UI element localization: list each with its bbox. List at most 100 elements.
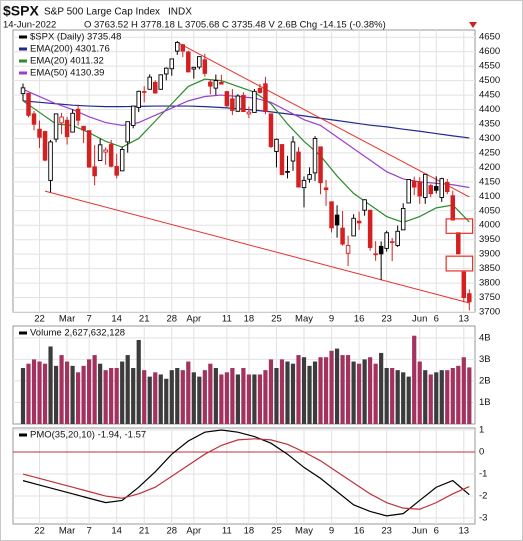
candle-body: [340, 227, 345, 245]
legend-entry: EMA(20) 4011.32: [30, 56, 104, 67]
volume-bar: [186, 361, 191, 424]
volume-bar: [257, 374, 263, 424]
volume-bar: [136, 340, 141, 424]
x-tick-label: Apr: [186, 314, 201, 325]
candle-body: [296, 151, 301, 188]
x-tick-label: 9: [329, 314, 334, 325]
candle-body: [389, 241, 395, 243]
candle-body: [37, 128, 42, 138]
candle-body: [169, 58, 175, 70]
candle-body: [439, 178, 445, 198]
volume-bar: [434, 372, 439, 424]
volume-bar: [213, 368, 218, 424]
volume-bar: [64, 361, 70, 424]
candle-body: [450, 195, 456, 221]
volume-bar: [401, 372, 406, 424]
legend-swatch: [19, 331, 27, 335]
x-tick-label: 16: [354, 314, 365, 325]
y-tick-label: 0: [479, 447, 484, 458]
candle-body: [301, 179, 307, 189]
candle-body: [395, 230, 400, 246]
legend-swatch: [19, 433, 27, 437]
candle-body: [114, 166, 119, 176]
volume-bar: [406, 376, 411, 424]
y-tick-label: 4400: [479, 104, 500, 115]
volume-bar: [208, 363, 213, 424]
volume-bar: [450, 368, 455, 424]
volume-bar: [20, 368, 26, 424]
x-tick-label: Jun: [412, 314, 427, 325]
candle-body: [467, 293, 472, 303]
volume-bar: [92, 355, 97, 424]
candle-body: [456, 232, 461, 255]
volume-bar: [456, 365, 461, 424]
candle-body: [141, 91, 147, 93]
x-tick-label: Mar: [59, 526, 75, 537]
y-tick-label: 3950: [479, 234, 500, 245]
candle-body: [323, 187, 329, 191]
x-tick-label: 25: [271, 526, 282, 537]
candle-body: [219, 81, 224, 85]
candle-body: [31, 113, 37, 125]
volume-bar: [246, 374, 252, 424]
candle-body: [191, 66, 197, 70]
x-tick-label: Jun: [412, 526, 427, 537]
x-tick-label: 16: [354, 526, 365, 537]
candle-body: [257, 87, 263, 93]
volume-bar: [109, 368, 114, 424]
candle-body: [42, 131, 48, 161]
x-tick-label: 7: [86, 314, 91, 325]
volume-bar: [37, 361, 42, 424]
date: 14-Jun-2022: [3, 20, 56, 31]
candle-body: [428, 185, 433, 195]
x-tick-label: 18: [244, 314, 255, 325]
plot-area: [13, 428, 475, 524]
candle-body: [263, 83, 268, 113]
x-tick-label: Apr: [186, 526, 201, 537]
volume-bar: [445, 370, 450, 424]
volume-bar: [357, 363, 362, 424]
volume-bar: [180, 370, 185, 424]
volume-bar: [329, 350, 334, 424]
x-tick-label: 6: [434, 314, 439, 325]
candle-body: [70, 112, 75, 133]
candle-body: [274, 138, 279, 152]
volume-bar: [373, 363, 378, 424]
candle-body: [130, 105, 136, 126]
candle-body: [75, 108, 81, 121]
legend-swatch: [19, 59, 27, 63]
x-tick-label: 23: [381, 526, 392, 537]
volume-bar: [114, 368, 119, 424]
volume-bar: [224, 372, 229, 424]
x-tick-label: 28: [166, 314, 177, 325]
plot-area: [13, 326, 475, 424]
y-tick-label: 3800: [479, 278, 500, 289]
x-tick-label: 22: [34, 526, 45, 537]
candle-body: [246, 111, 252, 115]
legend-swatch: [19, 71, 27, 75]
x-tick-label: May: [295, 314, 313, 325]
security-name: S&P 500 Large Cap Index: [44, 7, 160, 18]
volume-bar: [301, 357, 307, 424]
candle-body: [20, 87, 26, 95]
legend-entry: Volume 2,627,632,128: [30, 328, 125, 339]
volume-bar: [334, 348, 340, 424]
volume-bar: [164, 378, 169, 424]
quote: O 3763.52 H 3778.18 L 3705.68 C 3735.48 …: [84, 20, 386, 31]
volume-bar: [120, 361, 125, 424]
candle-body: [86, 130, 92, 168]
y-tick-label: 4350: [479, 119, 500, 130]
legend-entry: PMO(35,20,10) -1.94, -1.57: [30, 430, 146, 441]
trend-line: [177, 41, 470, 198]
x-tick-label: 18: [244, 526, 255, 537]
candle-body: [186, 51, 191, 73]
candle-body: [367, 209, 373, 248]
candle-body: [48, 141, 53, 181]
candle-body: [351, 217, 356, 237]
legend-entry: EMA(200) 4301.76: [30, 44, 110, 55]
volume-bar: [323, 357, 329, 424]
x-tick-label: Mar: [59, 314, 75, 325]
volume-bar: [241, 368, 246, 424]
volume-bar: [307, 365, 312, 424]
